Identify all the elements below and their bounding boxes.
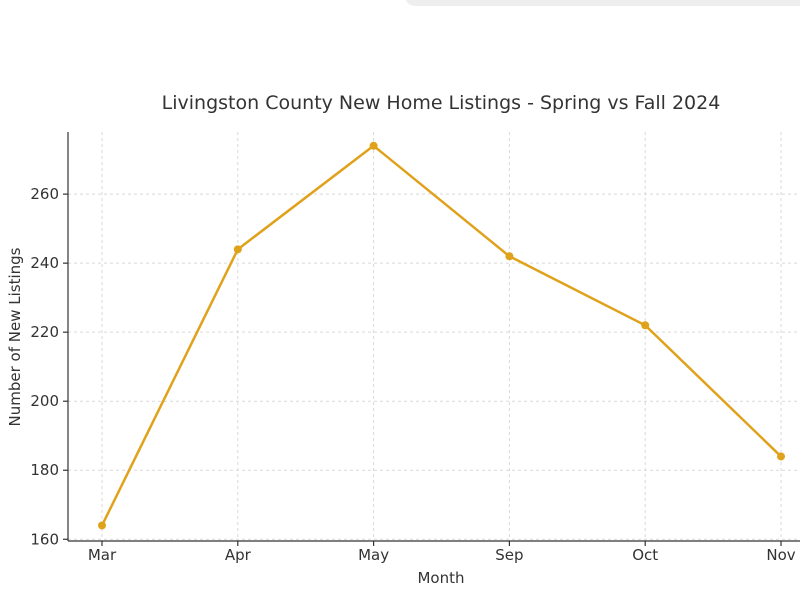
x-tick-label: Mar <box>88 546 117 564</box>
x-tick-label: Nov <box>766 546 795 564</box>
chart-title: Livingston County New Home Listings - Sp… <box>162 92 721 114</box>
y-tick-label: 220 <box>30 323 59 341</box>
y-tick-label: 240 <box>30 254 59 272</box>
data-point <box>641 321 650 330</box>
series-line <box>100 144 782 527</box>
y-axis-label: Number of New Listings <box>6 247 24 426</box>
y-tick-label: 180 <box>30 461 59 479</box>
data-point <box>777 452 785 461</box>
data-point <box>98 521 106 530</box>
y-tick-label: 260 <box>30 185 59 203</box>
data-point <box>505 252 514 261</box>
axes <box>63 132 800 546</box>
top-bar <box>405 0 800 6</box>
series <box>98 141 785 530</box>
x-tick-label: Sep <box>495 546 523 564</box>
x-tick-label: Apr <box>225 546 252 564</box>
x-tick-label: Oct <box>632 546 658 564</box>
data-point <box>233 245 242 254</box>
x-tick-label: May <box>358 546 389 564</box>
tick-labels: 160 180 200 220 240 260 Mar Apr May Sep Oct Nov <box>30 185 795 564</box>
y-tick-label: 200 <box>30 392 59 410</box>
data-point <box>369 141 378 150</box>
x-axis-label: Month <box>417 569 464 587</box>
y-tick-label: 160 <box>30 530 59 548</box>
